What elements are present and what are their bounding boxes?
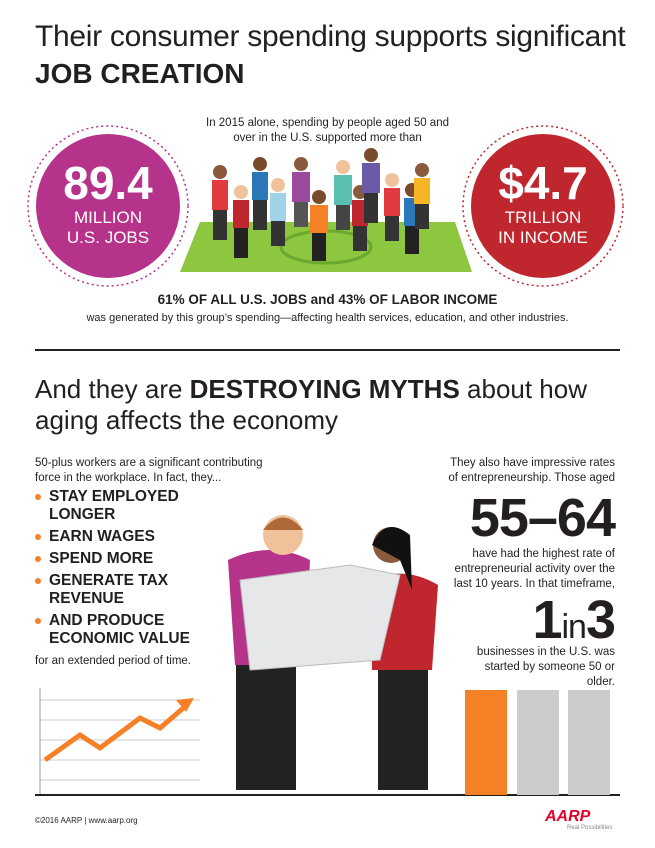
right-outro: businesses in the U.S. was started by so… [476,646,615,688]
stat-label: TRILLION [504,208,582,227]
stat-value: 89.4 [63,157,153,209]
bullet: EARN WAGES [35,528,215,546]
left-intro: 50-plus workers are a significant contri… [35,457,263,484]
ratio-word: in [561,608,586,646]
right-intro: They also have impressive rates of entre… [448,457,615,484]
title-line: Their consumer spending supports signifi… [35,20,626,53]
age-range: 55–64 [469,488,616,548]
growth-chart-icon [39,688,200,795]
heading-bold: DESTROYING MYTHS [189,374,460,404]
ratio-number: 3 [585,590,616,650]
right-middle: have had the highest rate of entrepreneu… [453,548,615,590]
two-people-with-map [228,515,438,790]
bullet: AND PRODUCE ECONOMIC VALUE [35,612,215,648]
stat-label: IN INCOME [498,228,588,247]
ring [462,125,624,287]
stat-label: U.S. JOBS [66,228,150,247]
bullet: GENERATE TAX REVENUE [35,572,215,608]
ratio: 1in3 [532,590,616,655]
stat-label: MILLION [73,208,143,227]
jobs-circle [36,134,180,278]
intro-text: In 2015 alone, spending by people aged 5… [206,117,449,144]
bullet-list: STAY EMPLOYED LONGER EARN WAGES SPEND MO… [35,488,215,652]
tagline: Real Possibilities [567,825,613,831]
bullet: STAY EMPLOYED LONGER [35,488,215,524]
left-outro: for an extended period of time. [35,655,191,667]
stat: 89.4 MILLION U.S. JOBS [33,158,183,248]
logo: AARP [545,808,591,825]
bullet: SPEND MORE [35,550,215,568]
crowd [212,148,430,261]
stat-value: $4.7 [498,157,588,209]
buildings [465,690,610,795]
heading-part: about how aging affects the economy [35,374,588,435]
heading-part: And they are [35,374,190,404]
summary-bold: 61% OF ALL U.S. JOBS and 43% OF LABOR IN… [157,292,498,307]
income-circle [471,134,615,278]
ring [27,125,189,287]
copyright: ©2016 AARP | www.aarp.org [35,816,138,825]
ratio-number: 1 [532,590,562,650]
summary-text: was generated by this group’s spending—a… [86,312,569,324]
stat: $4.7 TRILLION IN INCOME [468,158,618,248]
title-emphasis: JOB CREATION [35,58,245,89]
section-heading: And they are DESTROYING MYTHS about how … [35,374,625,436]
